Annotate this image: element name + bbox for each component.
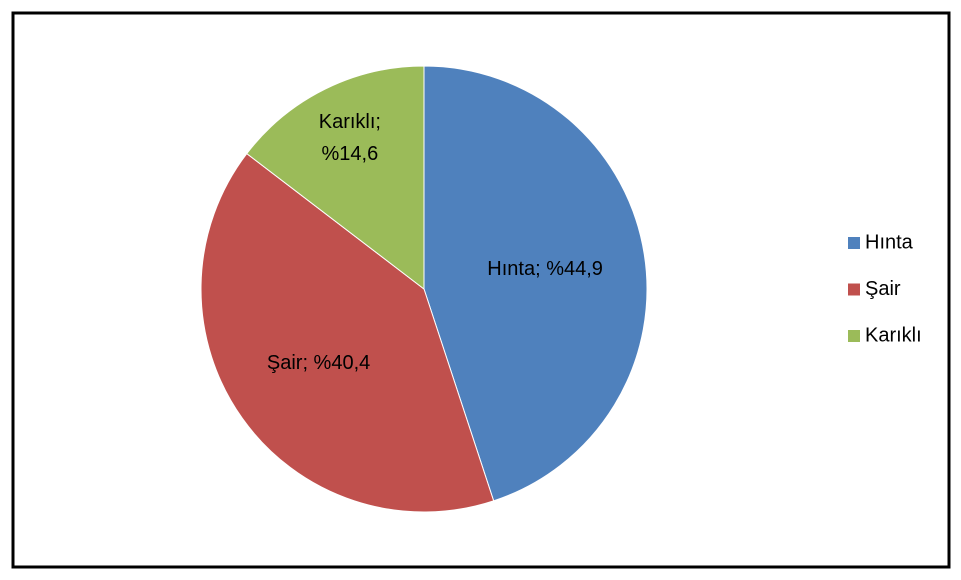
data-label: Şair; %40,4 <box>267 352 370 374</box>
legend-swatch <box>848 330 860 342</box>
data-label: Hınta; %44,9 <box>487 258 603 280</box>
legend-swatch <box>848 237 860 249</box>
legend-label: Şair <box>865 278 901 300</box>
pie-slice <box>246 65 425 291</box>
legend-swatch <box>848 283 860 296</box>
data-label: Karıklı; %14,6 <box>319 111 381 165</box>
pie-slice <box>423 65 648 502</box>
legend-label: Karıklı <box>865 324 922 346</box>
legend-label: Hınta <box>865 231 914 253</box>
pie-slice <box>200 152 495 513</box>
